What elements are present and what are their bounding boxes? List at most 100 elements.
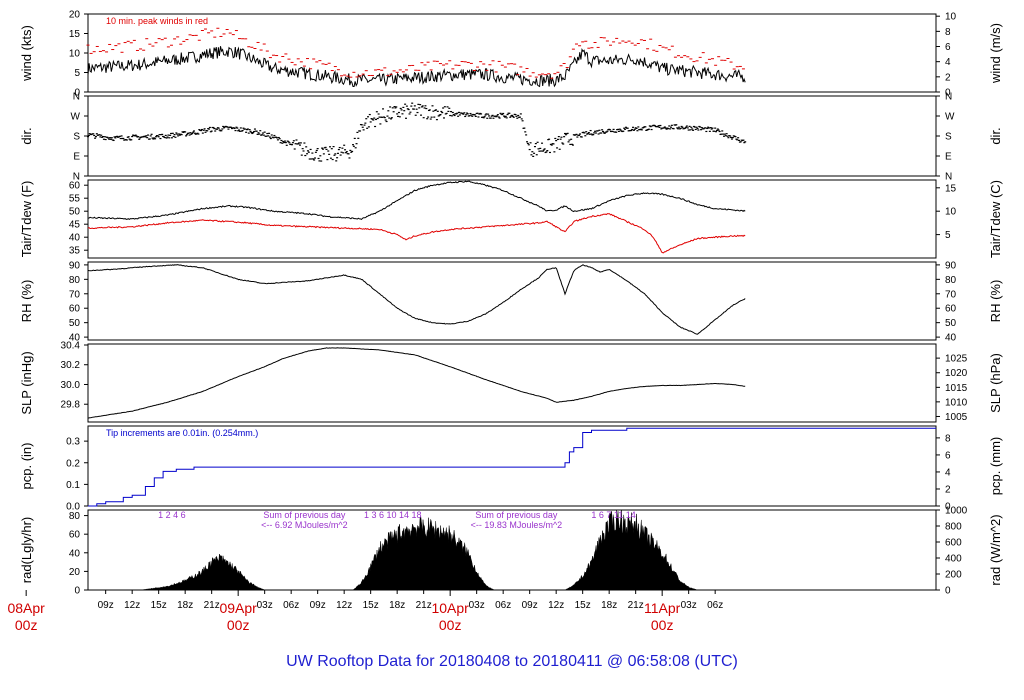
x-tick-label: 06z [707,600,723,611]
x-tick-label: 06z [495,600,511,611]
series-line [87,180,746,221]
y-tick-label-right: 1025 [945,354,968,365]
y-tick-label-right: 1015 [945,383,968,394]
y-tick-label-left: W [71,112,81,123]
y-tick-label-right: 800 [945,522,962,533]
radiation-annotation: Sum of previous day [263,510,346,520]
y-tick-label-left: 0 [74,88,80,99]
y-tick-label-left: 80 [69,275,81,286]
x-tick-label: 09z [310,600,326,611]
y-tick-label-right: N [945,92,952,103]
x-day-label: 09Apr [219,600,257,616]
y-tick-label-right: E [945,152,952,163]
series-Tair [87,180,746,221]
y-tick-label-right: 70 [945,289,957,300]
panel-temp: 35 40 45 50 55 60 5 10 15 Tair/Tdew (F) Tair/Tdew … [19,179,1003,259]
y-tick-label-right: 10 [945,207,957,218]
y-tick-label-right: 10 [945,12,957,23]
y-tick-label-right: 200 [945,570,962,581]
panel-frame [87,425,937,507]
x-tick-label: 03z [257,600,273,611]
y-tick-label-left: N [73,172,80,183]
x-tick-label: 15z [575,600,591,611]
series-SLP [87,347,746,419]
y-tick-label-left: 5 [74,68,80,79]
y-tick-label-left: 20 [69,10,81,21]
series-line [87,264,746,335]
y-tick-label-left: 90 [69,260,81,271]
y-tick-label-left: E [73,152,80,163]
y-tick-label-left: 55 [69,194,81,205]
y-axis-label-right: pcp. (mm) [988,437,1003,496]
y-axis-label-right: SLP (hPa) [988,353,1003,413]
x-day-hour-label: 00z [227,617,250,633]
y-tick-label-left: 60 [69,181,81,192]
y-tick-label-right: 2 [945,484,951,495]
series-line [87,347,746,419]
y-axis-label-left: SLP (inHg) [19,351,34,414]
x-tick-label: 21z [628,600,644,611]
x-tick-label: 21z [204,600,220,611]
panel-pcp: 0.0 0.1 0.2 0.3 0 2 4 6 8 pcp. (in) pcp. (mm) Tip i… [19,425,1003,513]
y-tick-label-left: 40 [69,233,81,244]
panel-annotation: 10 min. peak winds in red [106,16,208,26]
y-tick-label-right: 60 [945,304,957,315]
x-tick-label: 18z [177,600,193,611]
x-day-hour-label: 00z [651,617,674,633]
y-tick-label-right: 0 [945,586,951,597]
x-day-hour-label: 00z [439,617,462,633]
y-tick-label-right: 8 [945,433,951,444]
radiation-annotation: <-- 6.92 MJoules/m^2 [261,520,348,530]
radiation-annotation: Sum of previous day [475,510,558,520]
panel-frame [87,95,937,177]
x-day-hour-label: 00z [15,617,38,633]
y-tick-label-left: 20 [69,567,81,578]
x-tick-label: 18z [389,600,405,611]
y-tick-label-left: 10 [69,49,81,60]
series-rad [140,509,707,591]
y-tick-label-left: 30.4 [61,340,81,351]
y-tick-label-right: 1005 [945,412,968,423]
series-line [87,213,746,254]
y-axis-label-left: RH (%) [19,280,34,323]
y-tick-label-left: 40 [69,333,81,344]
y-tick-label-left: N [73,92,80,103]
y-tick-label-left: 0.1 [66,480,80,491]
panel-frame [87,261,937,341]
y-tick-label-right: 1020 [945,368,968,379]
radiation-annotation: 1 2 4 6 [158,510,186,520]
y-tick-label-right: 4 [945,57,951,68]
y-tick-label-right: W [945,112,955,123]
x-tick-label: 03z [681,600,697,611]
y-axis-label-left: dir. [19,127,34,144]
series-Tdew [87,213,746,254]
y-tick-label-left: 35 [69,246,81,257]
y-tick-label-left: 45 [69,220,81,231]
y-tick-label-left: 0 [74,586,80,597]
y-axis-label-left: rad(Lgly/hr) [19,517,34,583]
y-tick-label-left: 30.0 [61,380,81,391]
panel-rh: 40 50 60 70 80 90 40 50 60 70 80 90 RH (%) RH (%) [19,260,1003,343]
x-tick-label: 18z [601,600,617,611]
x-day-label: 08Apr [7,600,45,616]
y-axis-label-right: wind (m/s) [988,23,1003,84]
series-pcp [88,427,936,507]
y-axis-label-right: RH (%) [988,280,1003,323]
y-axis-label-right: rad (W/m^2) [988,514,1003,585]
y-tick-label-right: 400 [945,554,962,565]
x-tick-label: 21z [416,600,432,611]
panel-wind: 0 5 10 15 20 0 2 4 6 8 10 wind (kts) wind (m/s) 10 mi… [19,10,1003,99]
y-tick-label-right: 6 [945,42,951,53]
y-tick-label-left: 50 [69,207,81,218]
y-axis-label-left: wind (kts) [19,25,34,82]
y-axis-label-right: dir. [988,127,1003,144]
panel-slp: 29.8 30.0 30.2 30.4 1005 1010 1015 1020 1025 SLP … [19,340,1003,422]
y-tick-label-left: 60 [69,530,81,541]
y-tick-label-left: 29.8 [61,400,81,411]
y-tick-label-right: 5 [945,230,951,241]
x-tick-label: 09z [98,600,114,611]
